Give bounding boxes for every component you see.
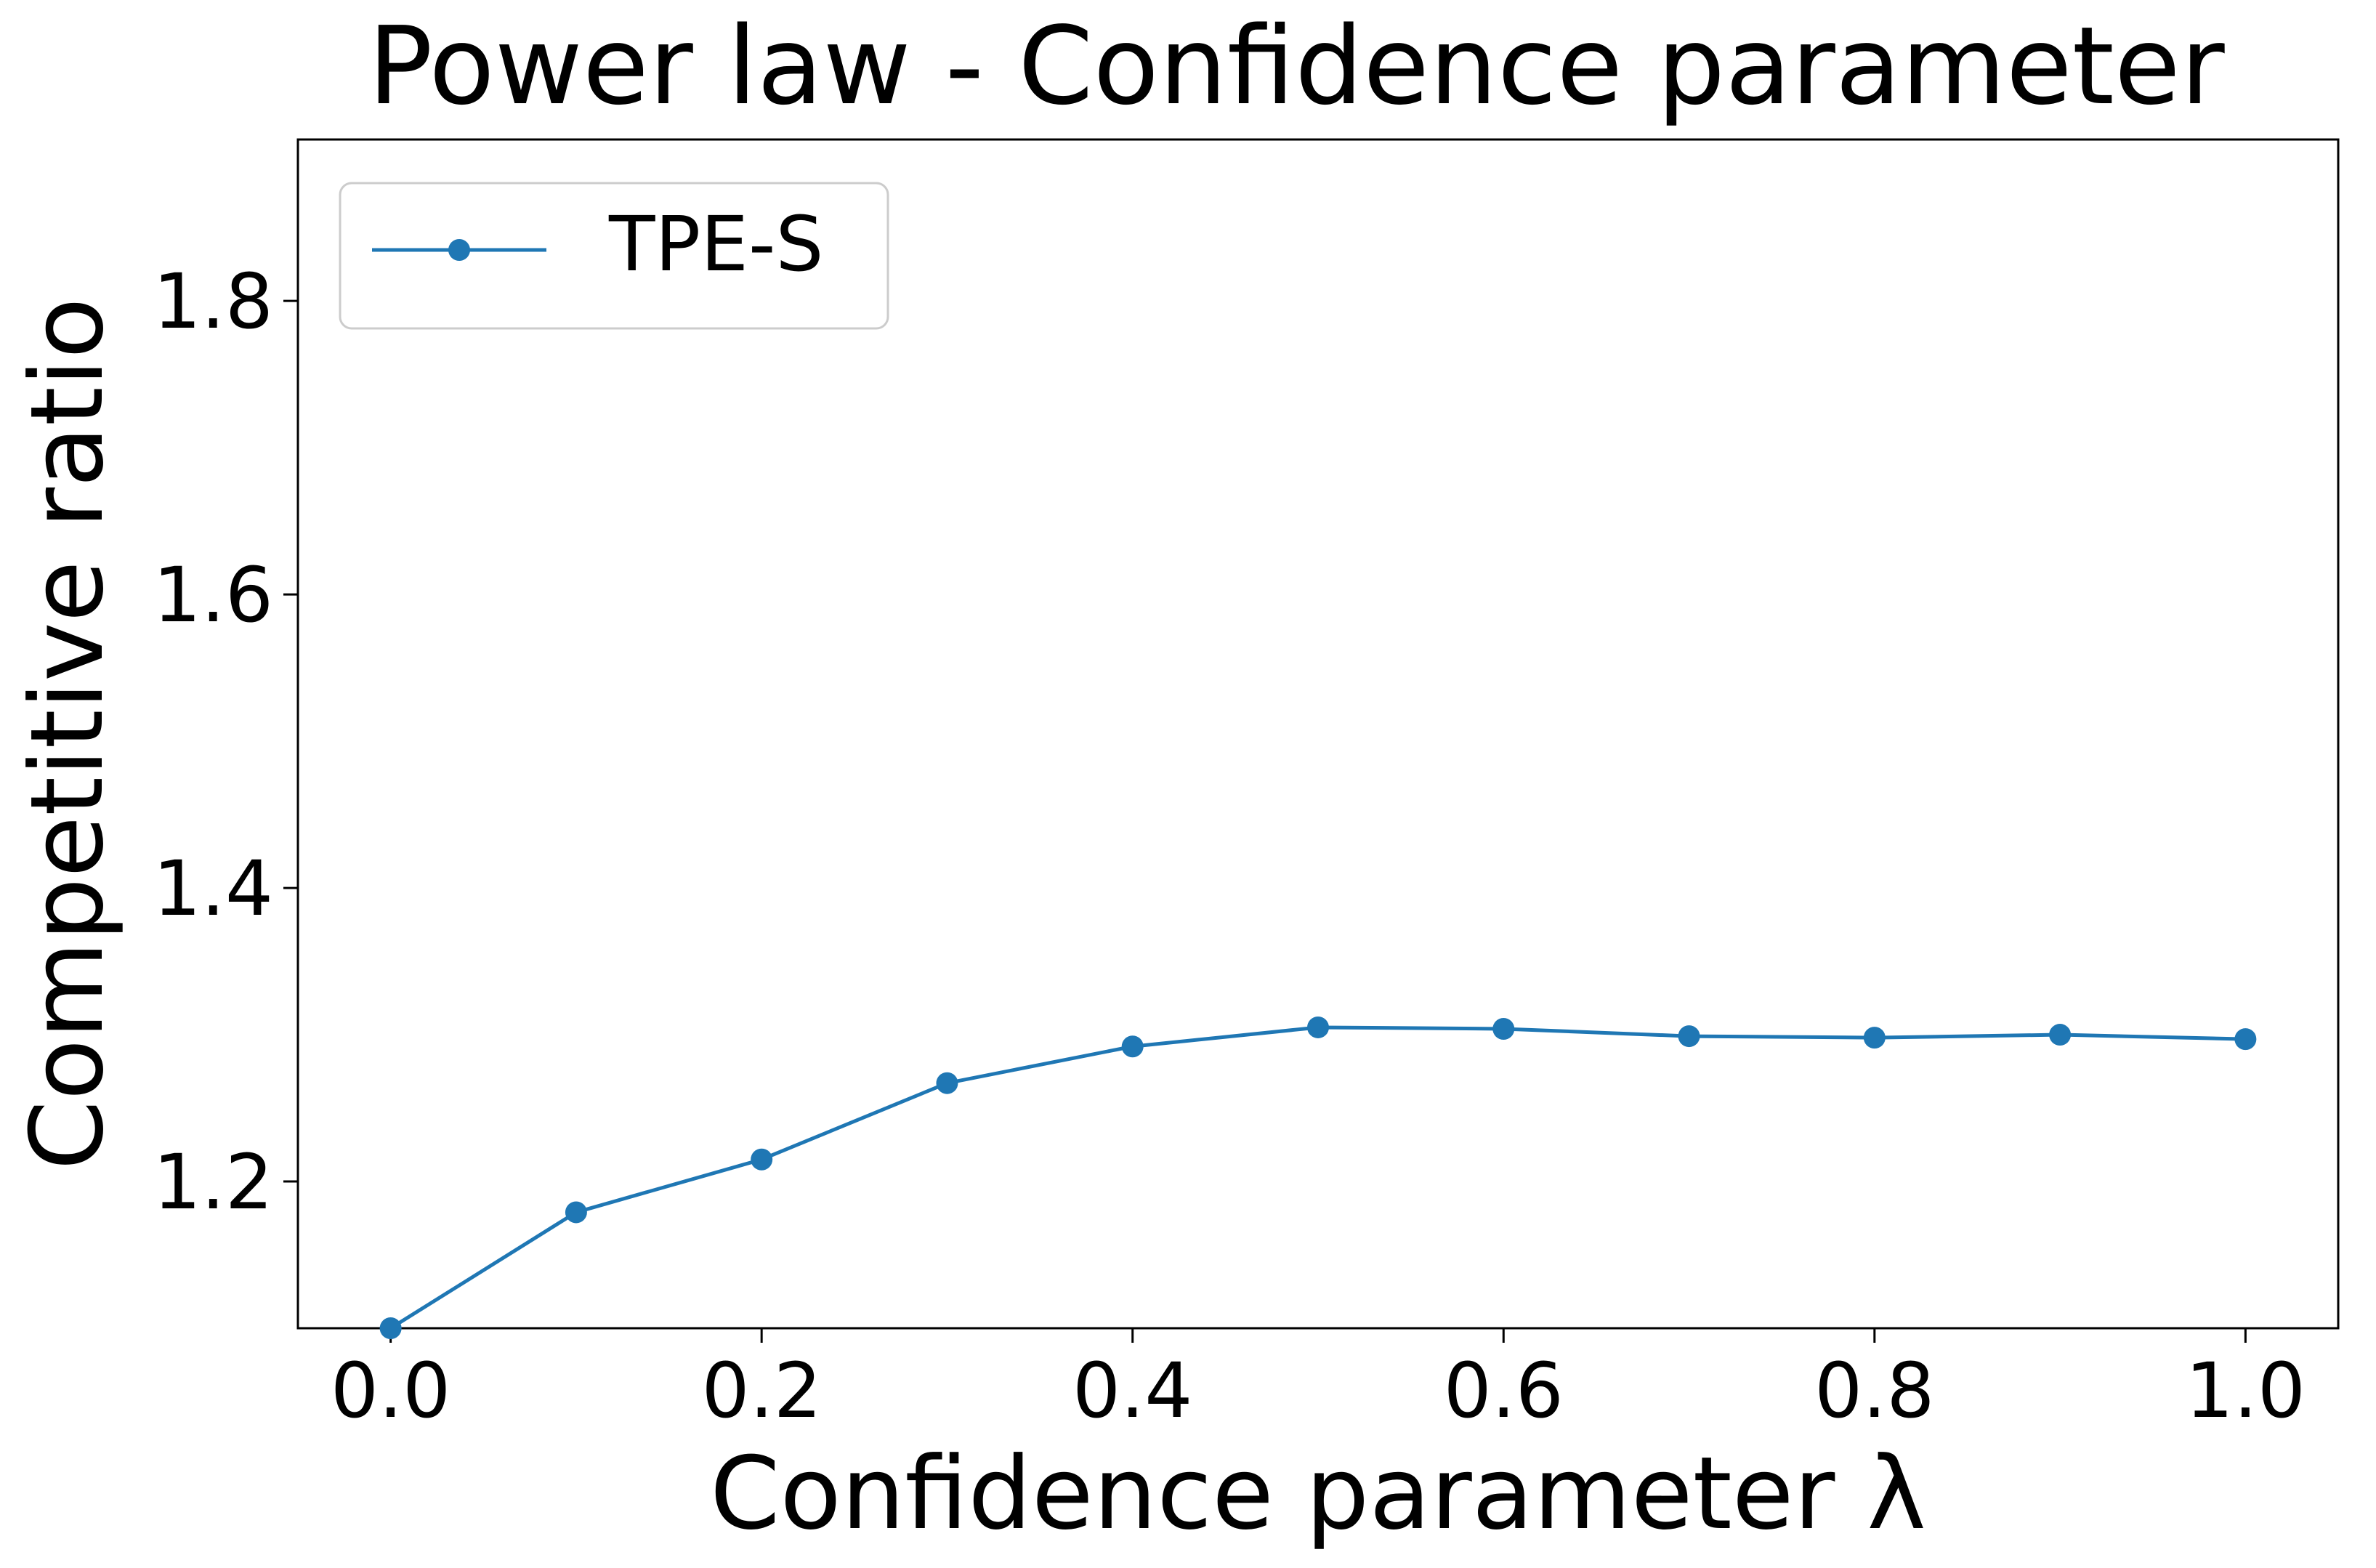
data-point (1863, 1027, 1886, 1049)
y-tick-label: 1.6 (153, 551, 273, 639)
plot-area (296, 138, 2340, 1330)
legend-label: TPE-S (608, 200, 824, 288)
series-line (389, 1025, 2246, 1330)
data-point (1121, 1035, 1144, 1058)
y-axis-label: Competitive ratio (9, 297, 126, 1170)
y-tick-label: 1.2 (153, 1138, 273, 1226)
x-axis-label: Confidence parameter λ (710, 1435, 1926, 1552)
x-tick-label: 1.0 (2186, 1346, 2306, 1435)
data-point (2049, 1024, 2072, 1046)
y-tick-label: 1.8 (153, 257, 273, 346)
legend-box (339, 182, 889, 330)
x-tick-label: 0.6 (1444, 1346, 1564, 1435)
series-layer (379, 1016, 2257, 1339)
data-point (936, 1072, 958, 1094)
data-point (1307, 1016, 1329, 1038)
legend: TPE-S (339, 182, 889, 330)
x-axis: 0.0 0.2 0.4 0.6 0.8 1.0 (331, 1328, 2306, 1435)
chart-title: Power law - Confidence parameter (368, 4, 2225, 129)
legend-marker (448, 239, 470, 261)
data-point (1492, 1017, 1515, 1040)
x-tick-label: 0.8 (1814, 1346, 1934, 1435)
data-point (1678, 1025, 1700, 1048)
data-point (379, 1317, 402, 1339)
data-point (2234, 1028, 2257, 1051)
data-point (751, 1148, 773, 1171)
y-axis: 1.2 1.4 1.6 1.8 (153, 257, 298, 1226)
x-tick-label: 0.2 (701, 1346, 821, 1435)
x-tick-label: 0.4 (1072, 1346, 1192, 1435)
y-tick-label: 1.4 (153, 844, 273, 933)
x-tick-label: 0.0 (331, 1346, 450, 1435)
data-point (565, 1201, 587, 1224)
